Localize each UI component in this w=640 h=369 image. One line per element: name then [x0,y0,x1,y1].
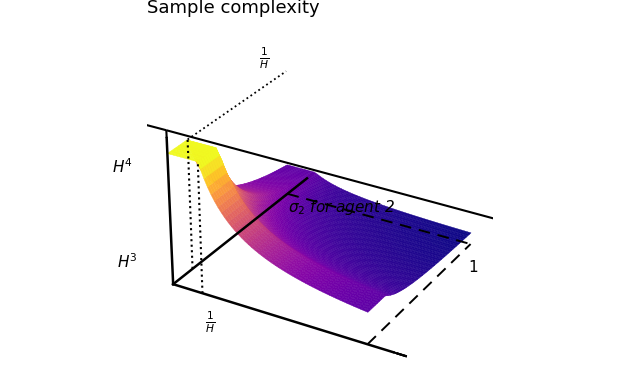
Text: Sample complexity: Sample complexity [147,0,320,17]
